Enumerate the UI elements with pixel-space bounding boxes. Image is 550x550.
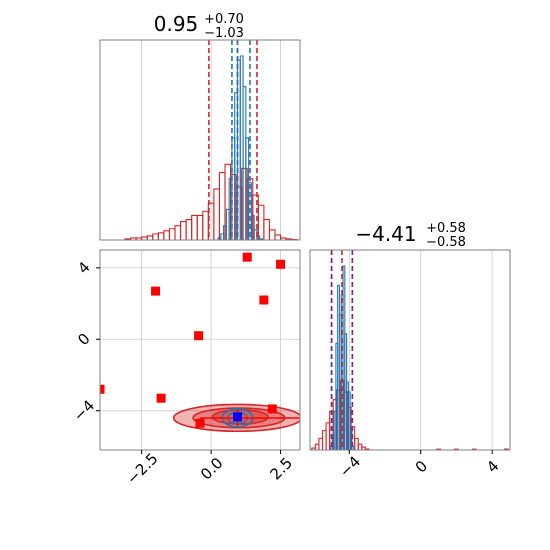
- bottom-right-series: [311, 250, 509, 450]
- panel-bottom-right-histogram: −4.41 +0.58 −0.58 −4 0 4: [309, 221, 511, 481]
- bottom-left-point-8: [195, 418, 205, 428]
- bottom-left-point-3: [259, 295, 269, 305]
- top-left-series1-bar-11: [248, 182, 252, 240]
- top-left-series0-bar-11: [185, 219, 193, 240]
- bottom-left-y-tick-label-2: 4: [74, 258, 93, 277]
- top-left-series0-bar-24: [257, 204, 265, 240]
- top-left-series0-bar-26: [268, 229, 276, 240]
- top-left-series0-bar-8: [168, 228, 176, 240]
- bottom-left-point-5: [100, 384, 105, 394]
- bottom-left-x-tick-label-1: 0.0: [197, 454, 227, 484]
- bottom-left-y-ticks: −4 0 4: [70, 258, 100, 425]
- bottom-right-grid: [348, 250, 493, 450]
- top-left-series1-bar-12: [250, 214, 255, 240]
- top-left-series1-bar-15: [259, 238, 264, 240]
- bottom-right-x-tick-label-0: −4: [336, 453, 364, 481]
- bottom-left-x-ticks: −2.5 0.0 2.5: [123, 449, 296, 487]
- bottom-right-x-tick-label-1: 0: [412, 457, 431, 476]
- panel-bottom-left-2d: −2.5 0.0 2.5 −4 0 4: [70, 249, 301, 488]
- top-left-series0-bar-9: [174, 225, 182, 240]
- top-left-series0-bar-7: [163, 230, 170, 240]
- top-left-series0-bar-5: [152, 233, 159, 240]
- title-param1-median: −4.41: [355, 222, 416, 246]
- bottom-left-point-0: [242, 252, 252, 262]
- top-left-series1-bar-14: [256, 235, 261, 240]
- bottom-left-x-tick-label-0: −2.5: [123, 449, 161, 487]
- title-param0-minus: −1.03: [204, 26, 244, 41]
- top-left-series0-bar-18: [224, 163, 232, 240]
- bottom-right-frame: [309, 249, 511, 451]
- bottom-left-x-tick-label-2: 2.5: [266, 454, 296, 484]
- bottom-left-point-9: [233, 412, 242, 422]
- title-param1-minus: −0.58: [426, 235, 466, 250]
- top-left-series0-bar-16: [213, 188, 220, 240]
- top-left-series0-bar-10: [180, 221, 187, 240]
- top-left-grid: [141, 40, 281, 240]
- top-left-series0-bar-21: [241, 167, 248, 240]
- top-left-series0-bar-4: [146, 235, 154, 240]
- top-left-series0-bar-6: [157, 232, 165, 240]
- top-left-series: [124, 40, 298, 241]
- top-left-series0-bar-17: [218, 171, 226, 240]
- bottom-left-point-2: [151, 286, 161, 296]
- top-left-series0-bar-25: [263, 219, 270, 240]
- top-left-series0-bar-12: [191, 214, 198, 240]
- bottom-left-grid: [100, 250, 300, 450]
- top-left-series0-bar-13: [196, 214, 204, 240]
- top-left-frame: [99, 39, 301, 241]
- bottom-left-y-tick-label-0: −4: [70, 397, 98, 425]
- bottom-right-series1-bar-11: [349, 430, 353, 450]
- title-param0-median: 0.95: [154, 12, 199, 36]
- bottom-right-x-tick-label-2: 4: [483, 457, 502, 476]
- bottom-left-point-6: [156, 393, 166, 403]
- panel-top-left-histogram: 0.95 +0.70 −1.03: [99, 12, 301, 241]
- title-param1-plus: +0.58: [426, 221, 466, 236]
- top-left-series0-bar-14: [202, 210, 209, 240]
- bottom-left-plot: [100, 252, 300, 433]
- bottom-left-y-tick-label-1: 0: [74, 330, 93, 349]
- title-param0-plus: +0.70: [204, 12, 244, 27]
- top-left-series0-bar-27: [274, 234, 282, 240]
- bottom-right-series1-bar-10: [347, 391, 351, 450]
- bottom-right-x-ticks: −4 0 4: [336, 450, 503, 481]
- bottom-left-point-7: [267, 404, 277, 414]
- bottom-left-frame: [99, 249, 301, 451]
- bottom-left-point-1: [276, 259, 286, 269]
- bottom-left-point-4: [194, 331, 204, 341]
